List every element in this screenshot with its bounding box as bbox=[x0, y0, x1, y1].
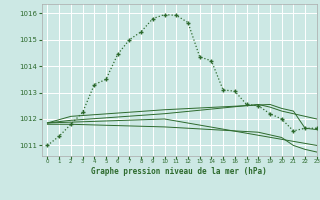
X-axis label: Graphe pression niveau de la mer (hPa): Graphe pression niveau de la mer (hPa) bbox=[91, 167, 267, 176]
